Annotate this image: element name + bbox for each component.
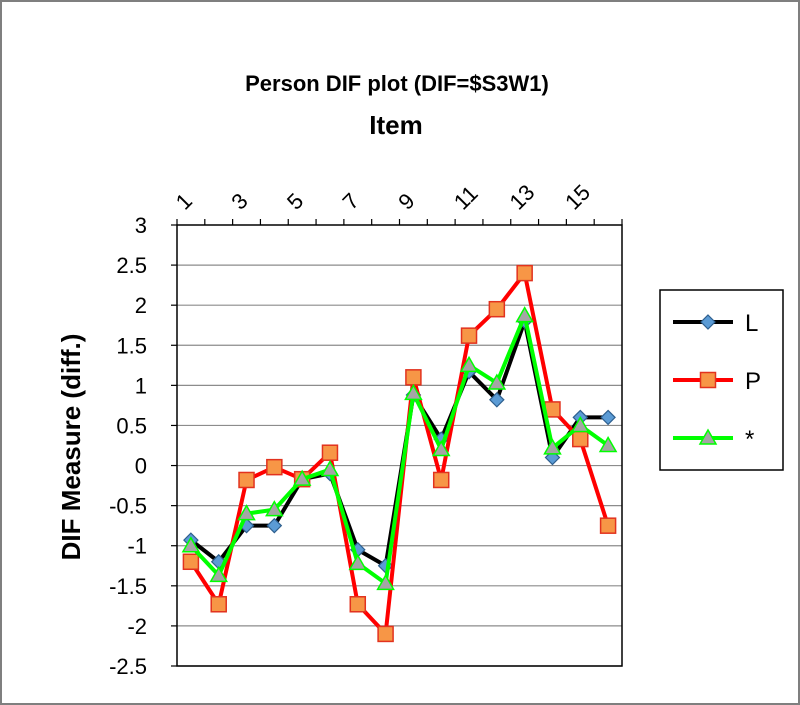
x-axis-label: Item	[369, 110, 422, 140]
legend: L P *	[659, 289, 784, 471]
series-1-point-7	[377, 625, 394, 643]
y-axis-label: DIF Measure (diff.)	[56, 334, 86, 561]
series-line-1	[189, 271, 610, 636]
series-2-point-10	[459, 355, 479, 373]
series-lines	[181, 264, 618, 643]
series-2-point-11	[487, 373, 507, 390]
legend-marker-0	[700, 314, 716, 330]
series-1-point-10	[460, 327, 478, 344]
chart-title: Person DIF plot (DIF=$S3W1)	[245, 71, 549, 96]
series-0-point-11	[488, 391, 505, 408]
series-1-point-2	[238, 471, 255, 489]
series-2-point-6	[348, 553, 368, 571]
series-2-point-15	[598, 435, 618, 453]
series-1-point-1	[210, 596, 227, 613]
y-tick-label-3: 1.5	[116, 333, 147, 358]
axes	[171, 219, 623, 667]
series-0-point-3	[266, 517, 283, 534]
series-2-point-1	[209, 565, 229, 583]
series-2-point-13	[543, 438, 562, 455]
series-2-point-4	[292, 469, 312, 486]
legend-label-1: P	[745, 368, 761, 395]
series-1-point-9	[432, 471, 450, 489]
series-2-point-12	[515, 306, 534, 323]
series-1-point-6	[349, 596, 367, 613]
series-2-point-5	[320, 460, 340, 477]
gridlines	[177, 264, 622, 667]
series-1	[182, 264, 617, 643]
series-2-point-9	[431, 439, 451, 457]
y-tick-label-4: 1	[135, 373, 147, 398]
series-2-point-2	[237, 504, 256, 521]
y-tick-label-6: 0	[135, 454, 147, 479]
series-1-point-14	[572, 430, 589, 448]
series-1-point-5	[321, 444, 339, 461]
legend-label-0: L	[745, 310, 758, 337]
series-2-point-14	[570, 415, 590, 433]
legend-marker-2	[698, 428, 718, 445]
series-2-point-0	[181, 536, 201, 553]
y-tick-label-1: 2.5	[116, 253, 147, 278]
legend-marker-1	[699, 371, 717, 389]
series-1-point-12	[516, 264, 533, 282]
y-tick-label-0: 3	[135, 213, 147, 238]
y-tick-label-8: -1	[127, 534, 147, 559]
y-tick-label-11: -2.5	[109, 654, 147, 679]
y-tick-label-2: 2	[135, 293, 147, 318]
series-2-point-7	[376, 573, 395, 591]
y-tick-label-7: -0.5	[109, 494, 147, 519]
series-1-point-3	[266, 458, 283, 476]
y-tick-label-10: -2	[127, 614, 147, 639]
y-tick-labels: 3 2.5 2 1.5 1 0.5 0 -0.5 -1 -1.5 -2 -2.5	[109, 213, 147, 679]
legend-label-2: *	[745, 426, 754, 453]
series-1-point-11	[488, 300, 506, 318]
series-2-point-3	[265, 500, 284, 517]
series-1-point-8	[405, 369, 422, 386]
series-0-point-15	[600, 409, 616, 426]
series-1-point-0	[182, 553, 200, 571]
series-line-2	[189, 313, 610, 586]
series-2-point-8	[404, 383, 423, 401]
series-1-point-15	[599, 517, 617, 534]
series-2	[181, 306, 618, 591]
y-tick-label-5: 0.5	[116, 413, 147, 438]
y-tick-label-9: -1.5	[109, 574, 147, 599]
